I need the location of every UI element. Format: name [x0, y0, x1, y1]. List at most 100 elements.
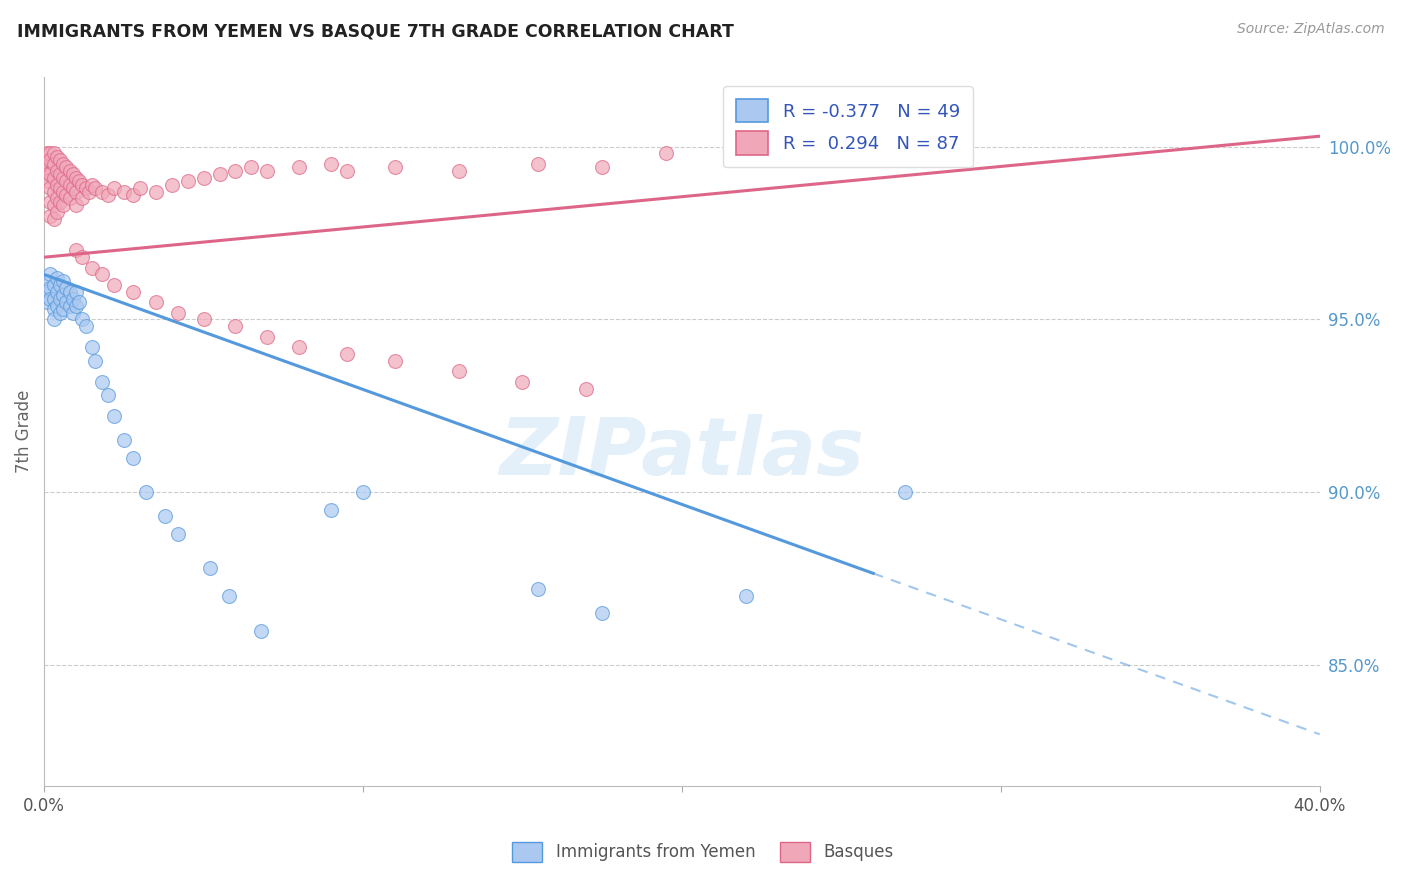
Point — [103, 181, 125, 195]
Point — [37, 274, 59, 288]
Point — [45, 271, 67, 285]
Point — [42, 170, 65, 185]
Point — [65, 299, 87, 313]
Text: Source: ZipAtlas.com: Source: ZipAtlas.com — [1237, 22, 1385, 37]
Point — [45, 299, 67, 313]
Point — [122, 285, 145, 299]
Point — [42, 185, 65, 199]
Point — [49, 153, 72, 168]
Point — [128, 181, 150, 195]
Point — [160, 178, 183, 192]
Point — [67, 295, 90, 310]
Point — [49, 194, 72, 209]
Point — [894, 485, 917, 500]
Point — [103, 409, 125, 424]
Point — [97, 188, 120, 202]
Point — [145, 185, 167, 199]
Point — [103, 277, 125, 292]
Point — [39, 146, 62, 161]
Y-axis label: 7th Grade: 7th Grade — [15, 390, 32, 474]
Point — [52, 198, 75, 212]
Point — [527, 157, 550, 171]
Point — [59, 163, 82, 178]
Legend: R = -0.377   N = 49, R =  0.294   N = 87: R = -0.377 N = 49, R = 0.294 N = 87 — [723, 87, 973, 167]
Point — [37, 153, 59, 168]
Point — [65, 285, 87, 299]
Point — [75, 319, 97, 334]
Point — [55, 188, 77, 202]
Point — [447, 364, 470, 378]
Point — [49, 305, 72, 319]
Point — [198, 561, 221, 575]
Point — [135, 485, 157, 500]
Point — [62, 181, 84, 195]
Point — [384, 161, 406, 175]
Point — [447, 163, 470, 178]
Point — [39, 292, 62, 306]
Point — [37, 295, 59, 310]
Point — [45, 163, 67, 178]
Point — [155, 509, 177, 524]
Point — [49, 277, 72, 292]
Point — [37, 285, 59, 299]
Point — [55, 161, 77, 175]
Point — [176, 174, 198, 188]
Point — [45, 150, 67, 164]
Point — [52, 185, 75, 199]
Point — [49, 292, 72, 306]
Point — [39, 181, 62, 195]
Point — [90, 268, 112, 282]
Point — [59, 178, 82, 192]
Point — [80, 340, 103, 354]
Point — [37, 174, 59, 188]
Point — [288, 161, 311, 175]
Point — [250, 624, 273, 638]
Point — [42, 277, 65, 292]
Point — [45, 285, 67, 299]
Point — [112, 185, 135, 199]
Point — [39, 167, 62, 181]
Point — [734, 589, 756, 603]
Point — [224, 163, 246, 178]
Point — [319, 502, 342, 516]
Point — [59, 285, 82, 299]
Point — [72, 312, 94, 326]
Point — [42, 301, 65, 316]
Point — [52, 170, 75, 185]
Point — [122, 188, 145, 202]
Point — [240, 161, 263, 175]
Point — [45, 205, 67, 219]
Point — [384, 354, 406, 368]
Point — [67, 174, 90, 188]
Point — [122, 450, 145, 465]
Point — [167, 305, 190, 319]
Point — [52, 288, 75, 302]
Point — [65, 198, 87, 212]
Point — [80, 178, 103, 192]
Point — [224, 319, 246, 334]
Point — [336, 347, 359, 361]
Point — [39, 268, 62, 282]
Point — [39, 153, 62, 168]
Point — [42, 312, 65, 326]
Point — [65, 185, 87, 199]
Point — [218, 589, 240, 603]
Point — [336, 163, 359, 178]
Point — [352, 485, 374, 500]
Point — [655, 146, 678, 161]
Point — [193, 312, 215, 326]
Point — [62, 292, 84, 306]
Point — [39, 194, 62, 209]
Point — [52, 157, 75, 171]
Point — [84, 181, 107, 195]
Point — [112, 434, 135, 448]
Point — [72, 178, 94, 192]
Point — [42, 146, 65, 161]
Point — [193, 170, 215, 185]
Point — [45, 191, 67, 205]
Point — [42, 212, 65, 227]
Point — [84, 354, 107, 368]
Point — [37, 167, 59, 181]
Point — [42, 292, 65, 306]
Point — [52, 301, 75, 316]
